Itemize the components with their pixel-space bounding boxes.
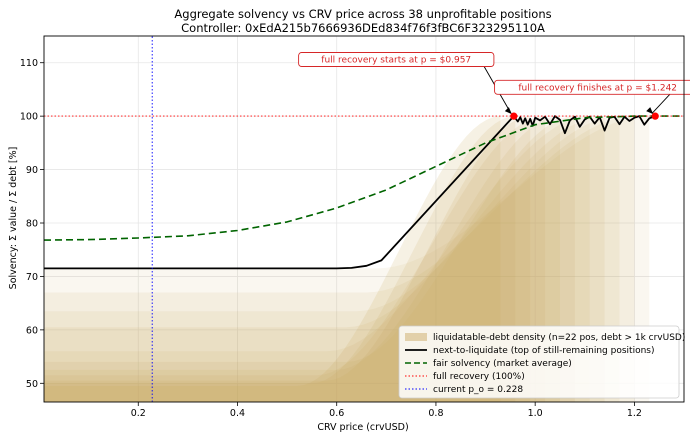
recovery-point-marker <box>651 112 659 120</box>
y-tick-label: 70 <box>26 272 38 283</box>
legend: liquidatable-debt density (n=22 pos, deb… <box>398 325 685 399</box>
x-tick-label: 0.6 <box>329 408 344 419</box>
plot-area: full recovery starts at p = $0.957 full r… <box>20 35 690 419</box>
x-axis-label: CRV price (crvUSD) <box>317 422 408 433</box>
legend-entry-label: current p_o = 0.228 <box>433 385 523 395</box>
legend-entry-label: next-to-liquidate (top of still-remainin… <box>433 346 654 356</box>
recovery-point-marker <box>510 112 518 120</box>
legend-swatch-density <box>405 333 427 341</box>
annotation-label: full recovery finishes at p = $1.242 <box>518 83 677 93</box>
legend-box <box>398 325 680 399</box>
annotation-label: full recovery starts at p = $0.957 <box>321 56 471 66</box>
x-tick-label: 1.2 <box>627 408 642 419</box>
annotation-box <box>298 52 495 67</box>
legend-entry-label: fair solvency (market average) <box>433 359 572 369</box>
annotation-box <box>494 79 690 95</box>
density-band <box>44 116 516 402</box>
next-to-liquidate-line <box>44 115 656 270</box>
legend-entry-label: full recovery (100%) <box>433 372 525 382</box>
x-tick-label: 0.4 <box>230 408 245 419</box>
y-tick-label: 50 <box>26 379 38 390</box>
y-tick-label: 90 <box>26 165 38 176</box>
annotation-arrow-head <box>646 107 654 115</box>
y-tick-label: 100 <box>20 112 38 123</box>
y-tick-label: 60 <box>26 325 38 336</box>
x-tick-label: 0.8 <box>428 408 443 419</box>
fair-solvency-line <box>44 115 684 241</box>
y-tick-label: 80 <box>26 219 38 230</box>
legend-entry-label: liquidatable-debt density (n=22 pos, deb… <box>433 333 685 343</box>
x-tick-label: 1.0 <box>528 408 543 419</box>
density-band <box>44 116 501 402</box>
chart-title: Aggregate solvency vs CRV price across 3… <box>174 7 551 21</box>
axes-frame <box>43 35 685 403</box>
annotation-arrow <box>651 93 671 114</box>
annotations: full recovery starts at p = $0.957 full r… <box>298 52 690 120</box>
y-axis-label: Solvency: Σ value / Σ debt [%] <box>8 147 19 290</box>
ticks: 0.2 0.4 0.6 0.8 1.0 1.2 50 60 70 80 90 100 110 <box>20 58 642 419</box>
y-tick-label: 110 <box>20 58 38 69</box>
x-tick-label: 0.2 <box>131 408 146 419</box>
annotation-arrow-head <box>504 107 512 115</box>
chart-subtitle: Controller: 0xEdA215b7666936DEd834f76f3f… <box>181 21 545 35</box>
